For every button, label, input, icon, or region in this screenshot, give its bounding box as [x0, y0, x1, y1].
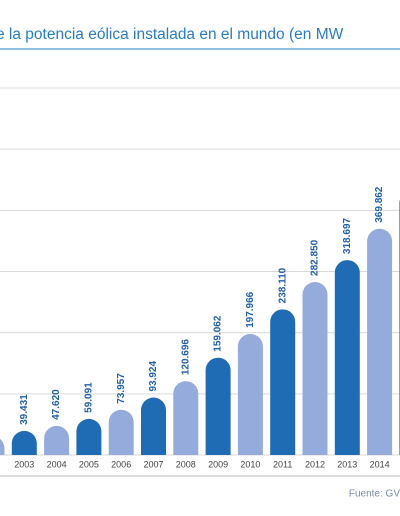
bar	[108, 409, 134, 455]
bar	[367, 228, 393, 455]
value-label: 197.966	[245, 291, 256, 328]
bar	[44, 425, 70, 455]
bar	[302, 281, 328, 455]
x-tick-label: 2014	[370, 459, 390, 469]
bar	[141, 397, 166, 455]
source: Fuente: GV	[349, 489, 400, 500]
x-tick-label: 2010	[240, 459, 260, 469]
value-label: 318.697	[342, 217, 353, 254]
value-label: 120.696	[180, 339, 191, 376]
bar	[205, 357, 231, 455]
bar	[11, 430, 37, 455]
value-label: 39.431	[19, 394, 30, 425]
bar	[334, 260, 360, 455]
x-tick-label: 2005	[79, 459, 99, 469]
value-label: 47.620	[51, 389, 62, 420]
chart-title: e la potencia eólica instalada en el mun…	[0, 26, 344, 43]
value-label: 238.110	[277, 267, 288, 303]
bar	[0, 438, 5, 455]
x-tick-label: 2008	[176, 459, 196, 469]
value-label: 59.091	[84, 382, 95, 413]
value-label: 159.062	[213, 315, 224, 352]
bar	[270, 309, 296, 455]
x-tick-label: 2012	[305, 459, 325, 469]
x-tick-label: 2009	[208, 459, 228, 469]
value-label: 282.850	[310, 239, 321, 276]
x-tick-label: 2011	[273, 459, 292, 469]
value-label: 73.957	[116, 373, 127, 404]
value-label: 369.862	[374, 186, 385, 223]
value-label: 93.924	[148, 361, 159, 392]
x-tick-label: 2003	[14, 459, 34, 469]
x-tick-label: 2006	[111, 459, 131, 469]
x-tick-label: 2004	[47, 459, 67, 469]
bar	[76, 418, 102, 455]
x-tick-label: 2013	[337, 459, 357, 469]
x-tick-label: 2007	[143, 459, 163, 469]
bar	[237, 333, 263, 455]
bar	[173, 381, 199, 455]
